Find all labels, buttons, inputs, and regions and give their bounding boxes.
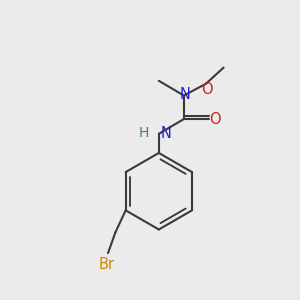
Text: H: H: [139, 126, 149, 140]
Text: N: N: [180, 87, 191, 102]
Text: O: O: [201, 82, 213, 97]
Text: O: O: [210, 112, 221, 127]
Text: N: N: [160, 126, 171, 141]
Text: Br: Br: [98, 257, 115, 272]
